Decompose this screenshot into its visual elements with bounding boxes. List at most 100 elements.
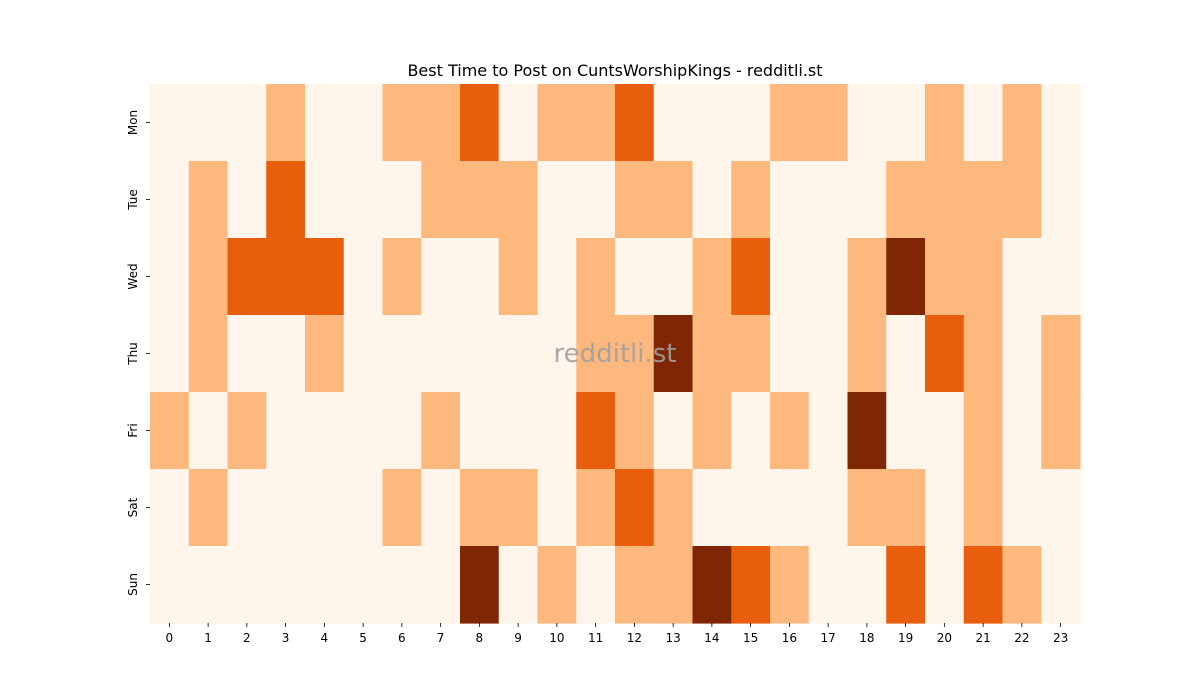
heatmap-cell-sat-7 — [421, 469, 461, 547]
heatmap-cell-tue-3 — [266, 161, 306, 239]
x-tick-label: 17 — [820, 631, 835, 645]
y-tick-label: Sat — [126, 497, 140, 517]
heatmap-cell-sat-16 — [770, 469, 810, 547]
heatmap-cell-mon-19 — [886, 84, 926, 162]
heatmap-cell-tue-4 — [305, 161, 345, 239]
heatmap-cell-sat-21 — [963, 469, 1004, 547]
heatmap-cell-sat-23 — [1041, 469, 1081, 547]
x-tick-label: 10 — [549, 631, 564, 645]
x-tick-label: 19 — [898, 631, 913, 645]
heatmap-cell-mon-14 — [692, 84, 732, 162]
heatmap-cell-sun-8 — [460, 546, 500, 624]
heatmap-cell-mon-13 — [653, 84, 694, 162]
heatmap-cell-mon-23 — [1041, 84, 1081, 162]
heatmap-cell-thu-10 — [537, 315, 577, 393]
heatmap-cell-mon-21 — [963, 84, 1004, 162]
heatmap-cell-wed-12 — [615, 238, 655, 316]
x-tick-label: 7 — [437, 631, 445, 645]
heatmap-cell-sun-14 — [692, 546, 732, 624]
heatmap-cell-thu-5 — [343, 315, 384, 393]
heatmap-cell-sat-5 — [343, 469, 384, 547]
heatmap-cell-thu-15 — [731, 315, 771, 393]
x-tick-label: 1 — [204, 631, 212, 645]
heatmap-cell-wed-21 — [963, 238, 1004, 316]
heatmap-cell-sun-18 — [847, 546, 887, 624]
heatmap-cell-mon-2 — [227, 84, 267, 162]
heatmap-cell-fri-0 — [150, 392, 190, 470]
heatmap-cell-thu-6 — [382, 315, 422, 393]
x-tick-label: 15 — [743, 631, 758, 645]
heatmap-cell-thu-1 — [188, 315, 229, 393]
heatmap-cell-fri-3 — [266, 392, 306, 470]
heatmap-cell-tue-9 — [498, 161, 539, 239]
x-tick-label: 13 — [665, 631, 680, 645]
heatmap-cell-wed-10 — [537, 238, 577, 316]
heatmap-cell-fri-11 — [576, 392, 616, 470]
heatmap-cell-sun-19 — [886, 546, 926, 624]
heatmap-cell-mon-6 — [382, 84, 422, 162]
heatmap-cell-sat-12 — [615, 469, 655, 547]
watermark: redditli.st — [554, 339, 677, 369]
heatmap-cell-mon-7 — [421, 84, 461, 162]
heatmap-cell-wed-19 — [886, 238, 926, 316]
heatmap-cell-sun-0 — [150, 546, 190, 624]
heatmap-cell-mon-18 — [847, 84, 887, 162]
x-tick-label: 21 — [975, 631, 990, 645]
heatmap-cell-sat-3 — [266, 469, 306, 547]
heatmap-cell-sat-4 — [305, 469, 345, 547]
heatmap-cell-thu-7 — [421, 315, 461, 393]
heatmap-cell-sun-12 — [615, 546, 655, 624]
heatmap-cell-tue-0 — [150, 161, 190, 239]
heatmap-cell-sat-2 — [227, 469, 267, 547]
heatmap-cell-wed-8 — [460, 238, 500, 316]
heatmap-cell-mon-15 — [731, 84, 771, 162]
x-tick-label: 20 — [937, 631, 952, 645]
heatmap-cell-tue-8 — [460, 161, 500, 239]
heatmap-cell-sun-15 — [731, 546, 771, 624]
heatmap-cell-wed-7 — [421, 238, 461, 316]
heatmap-cell-sat-18 — [847, 469, 887, 547]
heatmap-cell-thu-21 — [963, 315, 1004, 393]
heatmap-cell-sun-2 — [227, 546, 267, 624]
heatmap-cell-thu-11 — [576, 315, 616, 393]
heatmap-cell-sun-7 — [421, 546, 461, 624]
heatmap-cell-tue-11 — [576, 161, 616, 239]
heatmap-cell-thu-0 — [150, 315, 190, 393]
heatmap-cell-fri-19 — [886, 392, 926, 470]
heatmap-cell-thu-4 — [305, 315, 345, 393]
x-tick-label: 12 — [627, 631, 642, 645]
heatmap-cell-thu-9 — [498, 315, 539, 393]
heatmap-cell-sat-8 — [460, 469, 500, 547]
heatmap-cell-thu-3 — [266, 315, 306, 393]
heatmap-cell-thu-2 — [227, 315, 267, 393]
heatmap-cell-fri-8 — [460, 392, 500, 470]
heatmap-cell-wed-9 — [498, 238, 539, 316]
heatmap-cell-sun-21 — [963, 546, 1004, 624]
y-tick-label: Wed — [126, 263, 140, 289]
x-tick-label: 9 — [514, 631, 522, 645]
heatmap-cell-sun-10 — [537, 546, 577, 624]
heatmap-cell-wed-6 — [382, 238, 422, 316]
heatmap-cell-mon-1 — [188, 84, 229, 162]
y-tick-label: Thu — [126, 342, 140, 366]
x-tick-label: 2 — [243, 631, 251, 645]
heatmap-cell-sun-11 — [576, 546, 616, 624]
heatmap-cell-thu-18 — [847, 315, 887, 393]
x-tick-label: 22 — [1014, 631, 1029, 645]
heatmap-cell-mon-10 — [537, 84, 577, 162]
heatmap-cell-sun-1 — [188, 546, 229, 624]
heatmap-cell-fri-18 — [847, 392, 887, 470]
heatmap-cell-fri-17 — [808, 392, 849, 470]
heatmap-cell-tue-14 — [692, 161, 732, 239]
heatmap-cell-tue-19 — [886, 161, 926, 239]
heatmap-cell-mon-9 — [498, 84, 539, 162]
heatmap-cell-tue-13 — [653, 161, 694, 239]
heatmap-cell-thu-20 — [925, 315, 965, 393]
heatmap-cell-tue-15 — [731, 161, 771, 239]
heatmap-cell-wed-20 — [925, 238, 965, 316]
heatmap-cell-tue-20 — [925, 161, 965, 239]
heatmap-cell-sat-9 — [498, 469, 539, 547]
heatmap-cell-fri-9 — [498, 392, 539, 470]
heatmap-cell-tue-16 — [770, 161, 810, 239]
